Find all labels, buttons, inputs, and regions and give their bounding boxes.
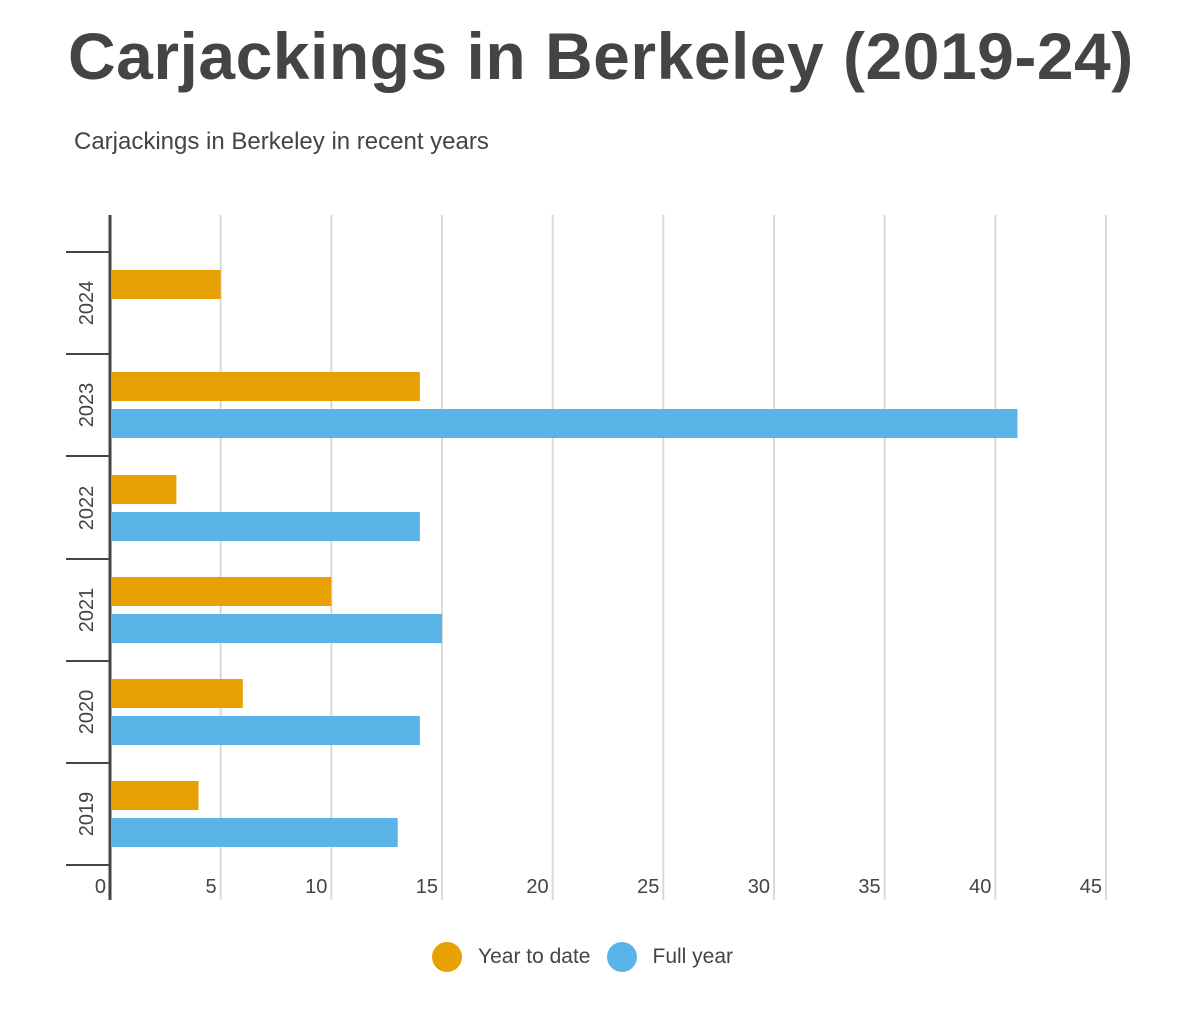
- bar-chart: 0 5 10 15 20 25 30 35 40 45 2024 2023 2022 2021 2020 20…: [66, 215, 1107, 900]
- y-tick-label: 2021: [76, 588, 98, 633]
- x-tick-label: 15: [416, 876, 438, 898]
- x-tick-label: 0: [95, 876, 106, 898]
- tick-labels: 0 5 10 15 20 25 30 35 40 45 2024 2023 2022 2021 2020 20…: [76, 281, 1102, 898]
- bar-year-to-date-2024: [112, 270, 221, 299]
- y-tick-label: 2019: [76, 792, 98, 837]
- bar-full-year-2023: [112, 409, 1018, 438]
- chart-title: Carjackings in Berkeley (2019-24): [68, 19, 1134, 93]
- y-tick-label: 2022: [76, 486, 98, 531]
- bar-full-year-2019: [112, 818, 398, 847]
- legend-swatch-year-to-date: [432, 942, 462, 972]
- x-tick-label: 5: [206, 876, 217, 898]
- legend: Year to date Full year: [432, 942, 749, 972]
- x-tick-label: 40: [969, 876, 991, 898]
- y-tick-label: 2020: [76, 690, 98, 735]
- gridlines: [219, 215, 1107, 900]
- legend-item-full-year[interactable]: Full year: [606, 942, 734, 972]
- bar-year-to-date-2021: [112, 577, 332, 606]
- axes: [66, 215, 112, 900]
- x-tick-label: 30: [748, 876, 770, 898]
- bar-full-year-2022: [112, 512, 420, 541]
- x-tick-label: 35: [858, 876, 880, 898]
- bar-full-year-2021: [112, 614, 442, 643]
- chart-subtitle: Carjackings in Berkeley in recent years: [74, 128, 489, 155]
- legend-item-year-to-date[interactable]: Year to date: [432, 942, 591, 972]
- legend-label-full-year: Full year: [652, 945, 734, 968]
- x-tick-label: 25: [637, 876, 659, 898]
- bar-year-to-date-2023: [112, 372, 420, 401]
- bar-full-year-2020: [112, 716, 420, 745]
- bar-year-to-date-2020: [112, 679, 243, 708]
- x-tick-label: 10: [305, 876, 327, 898]
- bars: [112, 270, 1018, 847]
- bar-year-to-date-2019: [112, 781, 199, 810]
- x-tick-label: 20: [526, 876, 548, 898]
- y-tick-label: 2024: [76, 281, 98, 326]
- y-tick-label: 2023: [76, 383, 98, 428]
- x-tick-label: 45: [1080, 876, 1102, 898]
- bar-year-to-date-2022: [112, 475, 177, 504]
- legend-label-year-to-date: Year to date: [478, 945, 591, 968]
- legend-swatch-full-year: [606, 942, 637, 972]
